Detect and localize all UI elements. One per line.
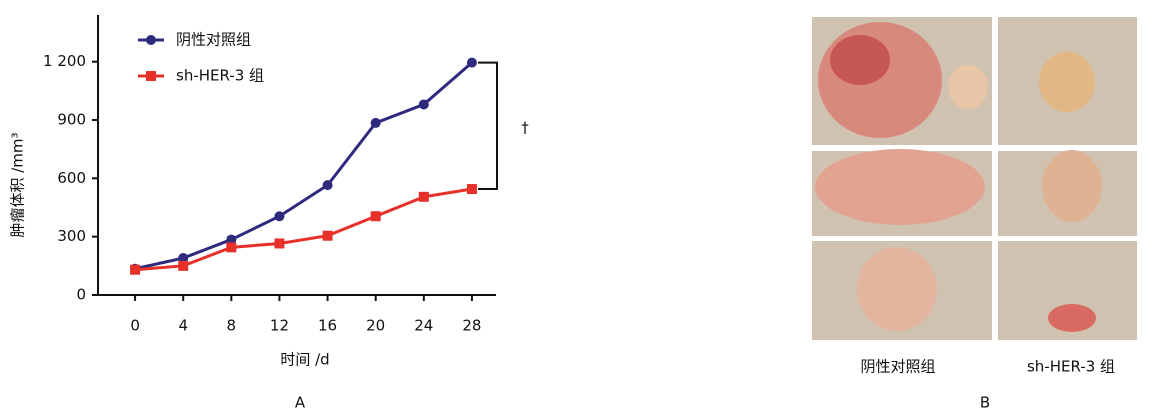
marker <box>323 180 333 190</box>
tumor <box>1048 304 1096 332</box>
y-tick-label: 600 <box>57 169 86 187</box>
x-tick-label: 12 <box>270 317 289 335</box>
marker <box>274 211 284 221</box>
x-axis-label: 时间 /d <box>280 351 329 369</box>
tumor <box>815 149 985 225</box>
legend-marker <box>146 71 156 81</box>
marker <box>371 211 381 221</box>
marker <box>371 118 381 128</box>
tumor <box>1039 52 1095 112</box>
x-tick-label: 24 <box>414 317 433 335</box>
x-tick-label: 28 <box>462 317 481 335</box>
significance-bracket <box>478 63 497 189</box>
tumor <box>1042 150 1102 222</box>
y-tick-label: 900 <box>57 111 86 129</box>
y-tick-label: 1 200 <box>43 52 86 70</box>
marker <box>226 242 236 252</box>
figure: 阴性对照组 sh-HER-3 组 B A 时间 /d 肿瘤体积 /mm³ † 0… <box>0 0 1149 412</box>
photo-label: sh-HER-3 组 <box>1027 358 1115 376</box>
x-tick-label: 20 <box>366 317 385 335</box>
marker <box>419 99 429 109</box>
tumor <box>857 247 937 331</box>
marker <box>467 58 477 68</box>
legend-marker <box>146 35 156 45</box>
tumor <box>948 65 988 109</box>
photo-grid <box>812 17 1137 340</box>
x-tick-label: 4 <box>178 317 188 335</box>
panel-label: B <box>980 394 990 412</box>
marker <box>419 192 429 202</box>
legend-label: sh-HER-3 组 <box>176 67 264 85</box>
y-axis-label: 肿瘤体积 /mm³ <box>9 132 27 237</box>
marker <box>323 231 333 241</box>
series-line <box>135 63 472 269</box>
annotation: † <box>521 119 529 137</box>
x-tick-label: 8 <box>227 317 237 335</box>
marker <box>467 184 477 194</box>
photo-label: 阴性对照组 <box>860 358 935 376</box>
marker <box>178 261 188 271</box>
marker <box>274 238 284 248</box>
marker <box>130 265 140 275</box>
x-tick-label: 0 <box>130 317 140 335</box>
panel-label: A <box>295 394 306 412</box>
tumor <box>830 35 890 85</box>
x-tick-label: 16 <box>318 317 337 335</box>
legend-label: 阴性对照组 <box>176 31 251 49</box>
y-tick-label: 300 <box>57 227 86 245</box>
tumor <box>818 22 942 138</box>
y-tick-label: 0 <box>76 286 86 304</box>
